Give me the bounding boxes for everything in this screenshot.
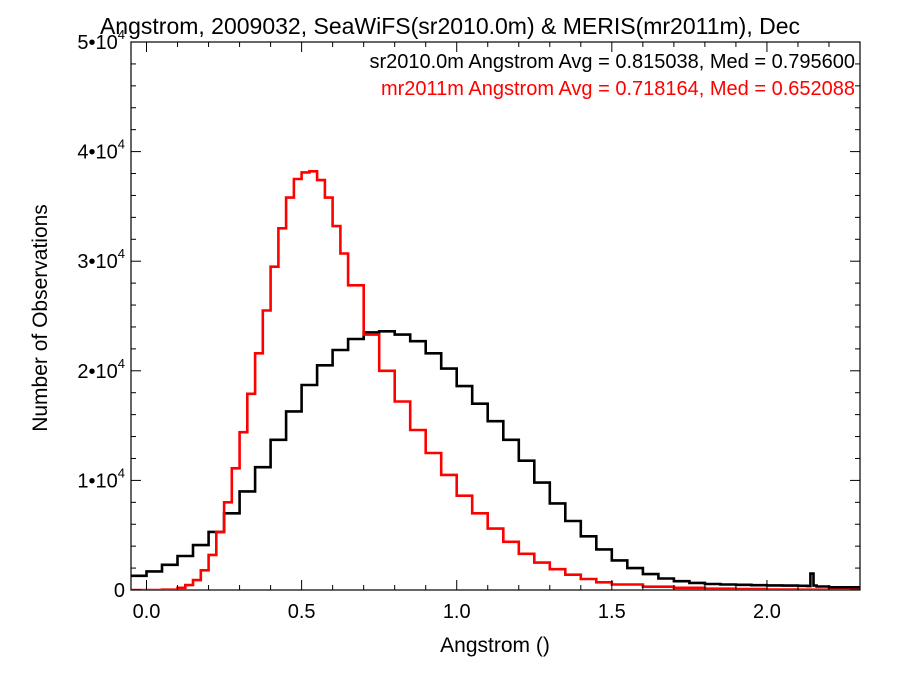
y-tick-base: 1•10 bbox=[77, 470, 117, 492]
y-tick-base: 3•10 bbox=[77, 251, 117, 273]
x-tick-label: 0.0 bbox=[133, 601, 161, 623]
x-axis-label: Angstrom () bbox=[440, 634, 550, 657]
axis-ticks: 0.0 0.5 1.0 1.5 2.001•1042•1043•1044•1045•10… bbox=[77, 27, 861, 623]
y-tick-base: 2•10 bbox=[77, 361, 117, 383]
y-tick-label: 4•104 bbox=[77, 137, 125, 164]
y-tick-base: 0 bbox=[114, 580, 125, 602]
y-tick-label: 3•104 bbox=[77, 246, 125, 273]
x-tick-label: 0.5 bbox=[288, 601, 316, 623]
y-tick-exponent: 4 bbox=[118, 246, 125, 261]
legend-entry-sr2010.0m: sr2010.0m Angstrom Avg = 0.815038, Med =… bbox=[369, 51, 855, 73]
y-tick-exponent: 4 bbox=[118, 27, 125, 42]
y-tick-exponent: 4 bbox=[118, 465, 125, 480]
y-tick-label: 1•104 bbox=[77, 465, 125, 492]
y-tick-label: 5•104 bbox=[77, 27, 125, 54]
y-tick-base: 5•10 bbox=[77, 32, 117, 54]
y-tick-exponent: 4 bbox=[118, 137, 125, 152]
series-layer bbox=[131, 170, 860, 590]
y-axis-label: Number of Observations bbox=[29, 204, 52, 432]
x-tick-label: 2.0 bbox=[753, 601, 781, 623]
y-tick-exponent: 4 bbox=[118, 356, 125, 371]
y-tick-label: 0 bbox=[114, 580, 125, 602]
plot-frame bbox=[130, 41, 861, 591]
series-line-mr2011m bbox=[131, 170, 860, 590]
legend: sr2010.0m Angstrom Avg = 0.815038, Med =… bbox=[369, 51, 855, 100]
x-tick-label: 1.5 bbox=[598, 601, 626, 623]
legend-entry-mr2011m: mr2011m Angstrom Avg = 0.718164, Med = 0… bbox=[381, 78, 855, 100]
chart-title: Angstrom, 2009032, SeaWiFS(sr2010.0m) & … bbox=[100, 13, 800, 39]
plot-border bbox=[130, 41, 861, 591]
y-tick-base: 4•10 bbox=[77, 142, 117, 164]
x-tick-label: 1.0 bbox=[443, 601, 471, 623]
y-tick-label: 2•104 bbox=[77, 356, 125, 383]
